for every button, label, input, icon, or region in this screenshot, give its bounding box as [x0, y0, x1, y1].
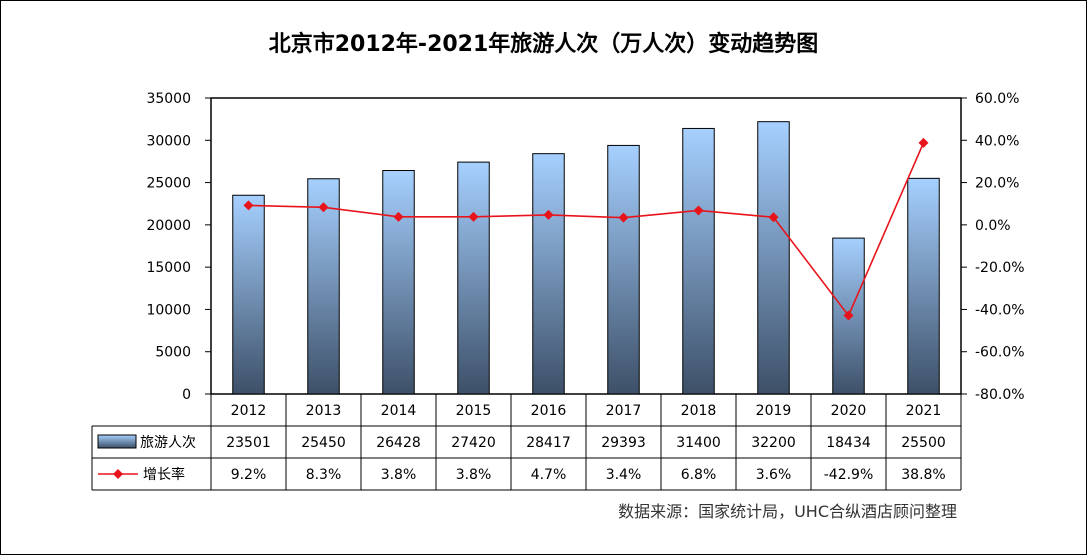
legend-line-label: 增长率 [143, 466, 185, 483]
table-value-growth-2021: 38.8% [901, 467, 945, 483]
table-value-visitors-2020: 18434 [826, 435, 871, 451]
growth-point-2013 [318, 202, 329, 213]
table-value-visitors-2015: 27420 [451, 435, 496, 451]
chart-title: 北京市2012年-2021年旅游人次（万人次）变动趋势图 [268, 32, 819, 57]
table-value-visitors-2013: 25450 [301, 435, 346, 451]
left-axis-tick-label: 15000 [146, 260, 191, 276]
bar-2019 [757, 121, 790, 395]
growth-point-2014 [393, 211, 404, 222]
bar-2012 [232, 194, 265, 395]
growth-point-2015 [468, 211, 479, 222]
left-axis-tick-label: 5000 [155, 345, 191, 361]
growth-point-2012 [243, 200, 254, 211]
bar-2013 [307, 178, 340, 395]
right-axis-tick-label: -20.0% [975, 260, 1025, 276]
category-label-2016: 2016 [531, 403, 567, 419]
category-label-2013: 2013 [306, 403, 342, 419]
left-axis-tick-label: 0 [182, 387, 191, 403]
growth-point-2017 [618, 212, 629, 223]
bar-2015 [457, 161, 490, 395]
table-value-visitors-2014: 26428 [376, 435, 421, 451]
right-axis-tick-label: 20.0% [975, 176, 1019, 192]
growth-point-2021 [918, 137, 929, 148]
right-axis-tick-label: 40.0% [975, 133, 1019, 149]
category-label-2017: 2017 [606, 403, 642, 419]
bar-2021 [907, 177, 940, 395]
table-value-growth-2018: 6.8% [681, 467, 717, 483]
right-axis-tick-label: -80.0% [975, 387, 1025, 403]
growth-point-2016 [543, 209, 554, 220]
table-value-visitors-2017: 29393 [601, 435, 646, 451]
category-label-2019: 2019 [756, 403, 792, 419]
growth-point-2020 [843, 310, 854, 321]
left-axis-tick-label: 35000 [146, 91, 191, 107]
table-value-visitors-2018: 31400 [676, 435, 721, 451]
category-label-2021: 2021 [906, 403, 942, 419]
bar-2018 [682, 127, 715, 395]
growth-rate-line [248, 142, 925, 318]
table-value-growth-2019: 3.6% [756, 467, 792, 483]
table-value-growth-2017: 3.4% [606, 467, 642, 483]
table-value-growth-2014: 3.8% [381, 467, 417, 483]
table-value-visitors-2021: 25500 [901, 435, 946, 451]
category-label-2014: 2014 [381, 403, 417, 419]
left-axis-tick-label: 25000 [146, 176, 191, 192]
bar-2016 [532, 153, 565, 395]
legend-bar-swatch [97, 434, 137, 449]
table-value-visitors-2012: 23501 [226, 435, 271, 451]
table-value-growth-2020: -42.9% [824, 467, 874, 483]
right-axis-tick-label: 0.0% [975, 218, 1011, 234]
left-axis-tick-label: 20000 [146, 218, 191, 234]
table-value-growth-2012: 9.2% [231, 467, 267, 483]
legend-bar-label: 旅游人次 [140, 435, 196, 451]
right-axis-tick-label: -60.0% [975, 345, 1025, 361]
category-label-2015: 2015 [456, 403, 492, 419]
growth-point-2018 [693, 205, 704, 216]
left-axis-tick-label: 10000 [146, 302, 191, 318]
bar-2017 [607, 144, 640, 395]
data-source-note: 数据来源：国家统计局，UHC合纵酒店顾问整理 [618, 502, 957, 521]
table-value-visitors-2019: 32200 [751, 435, 796, 451]
table-value-growth-2013: 8.3% [306, 467, 342, 483]
right-axis-tick-label: -40.0% [975, 302, 1025, 318]
right-axis-tick-label: 60.0% [975, 91, 1019, 107]
category-label-2018: 2018 [681, 403, 717, 419]
table-value-visitors-2016: 28417 [526, 435, 571, 451]
legend-line-marker [113, 469, 123, 479]
table-value-growth-2016: 4.7% [531, 467, 567, 483]
table-value-growth-2015: 3.8% [456, 467, 492, 483]
left-axis-tick-label: 30000 [146, 133, 191, 149]
category-label-2012: 2012 [231, 403, 267, 419]
growth-point-2019 [768, 212, 779, 223]
category-label-2020: 2020 [831, 403, 867, 419]
bar-2014 [382, 169, 415, 395]
